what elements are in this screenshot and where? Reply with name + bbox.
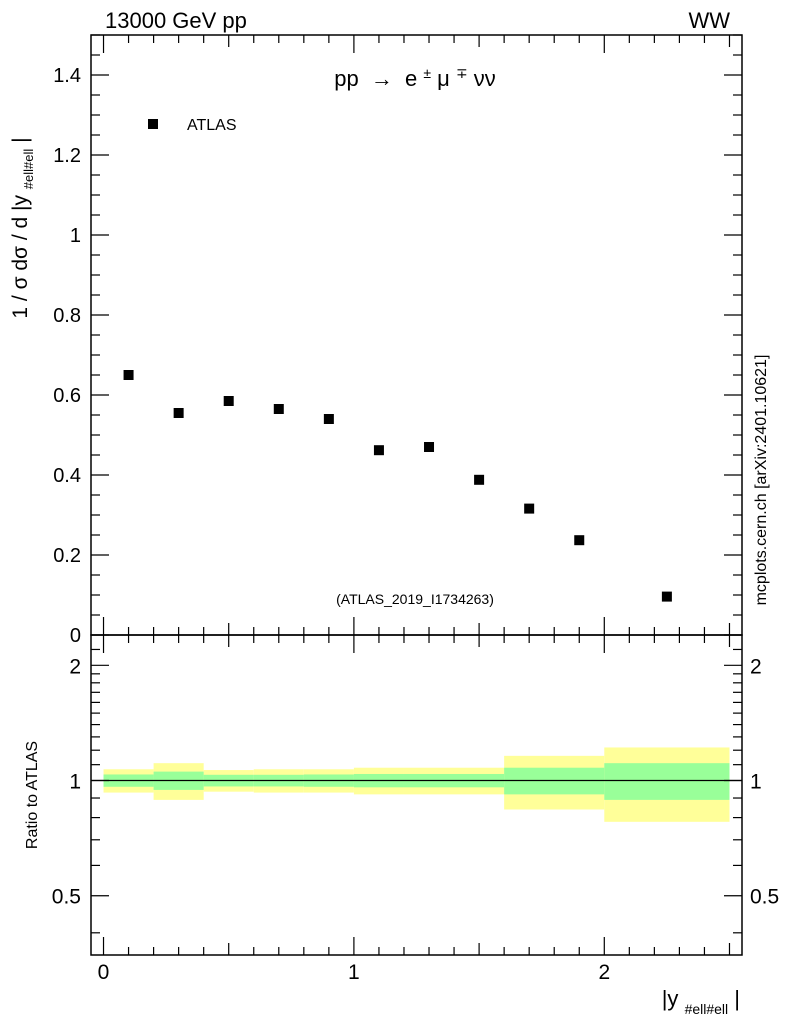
ratio-y-tick-label: 1 [69, 771, 81, 794]
title-pm: ± [423, 65, 431, 81]
title-nunu: νν [474, 66, 496, 91]
x-tick-label: 1 [348, 961, 360, 984]
x-axis-label: |y #ell#ell | [662, 986, 740, 1019]
process-tag: WW [688, 8, 730, 33]
legend-marker [148, 119, 158, 129]
data-point [574, 535, 585, 546]
y-tick-label: 0.8 [53, 305, 81, 327]
x-tick-label: 2 [598, 961, 610, 984]
x-axis-label-end: | [734, 986, 740, 1011]
ratio-y-tick-label-right: 1 [750, 771, 762, 794]
y-tick-label: 0.6 [53, 385, 81, 407]
data-point [273, 404, 284, 414]
data-point [524, 503, 535, 514]
ratio-y-tick-label-right: 0.5 [750, 886, 779, 909]
title-arrow: → [371, 66, 393, 91]
y-tick-label: 0.2 [53, 545, 81, 567]
ratio-plot-panel: 0.5 0.5 1 1 2 2 0 1 2 Ratio to ATLAS |y #ell#ell… [24, 634, 779, 1019]
data-point [223, 396, 234, 406]
data-point [474, 474, 485, 485]
y-tick-label: 0 [70, 625, 81, 647]
y-tick-label: 1.2 [53, 145, 81, 167]
title-e: e [405, 66, 417, 91]
legend-label: ATLAS [187, 117, 237, 134]
ratio-y-tick-label: 2 [69, 655, 81, 678]
y-axis-label-sub: #ell#ell [21, 149, 36, 190]
y-axis-label-main: 1 / σ dσ / d |y [9, 195, 32, 319]
title-left: pp [334, 66, 358, 91]
data-point [661, 591, 672, 602]
y-tick-label: 1.4 [53, 65, 81, 87]
ratio-y-axis-label: Ratio to ATLAS [24, 741, 41, 849]
data-point [173, 408, 184, 418]
data-point [424, 442, 435, 452]
analysis-tag: (ATLAS_2019_I1734263) [336, 591, 494, 607]
data-point [373, 445, 384, 456]
uncertainty-band-inner [604, 763, 730, 800]
ratio-y-tick-label: 0.5 [52, 886, 81, 909]
chart-title: pp → e ± μ ∓ νν [334, 58, 496, 91]
ratio-y-tick-label-right: 2 [750, 655, 762, 678]
main-plot-panel: 0 0.2 0.4 0.6 0.8 1 1.2 1.4 pp → e ± μ ∓ νν ATL… [9, 34, 743, 647]
y-tick-label: 1 [70, 225, 81, 247]
y-tick-label: 0.4 [53, 465, 81, 487]
data-point [323, 414, 334, 424]
title-mp: ∓ [456, 65, 468, 81]
ratio-plot-frame [90, 634, 743, 956]
x-axis-label-main: |y [662, 986, 679, 1011]
watermark: mcplots.cern.ch [arXiv:2401.10621] [753, 355, 770, 606]
y-axis-label: 1 / σ dσ / d |y #ell#ell | [9, 137, 38, 318]
y-axis-label-end: | [9, 137, 32, 142]
data-point [123, 370, 134, 380]
x-tick-label: 0 [98, 961, 110, 984]
x-axis-label-sub: #ell#ell [685, 1001, 729, 1017]
energy-label: 13000 GeV pp [105, 8, 247, 33]
title-mu: μ [437, 66, 450, 91]
